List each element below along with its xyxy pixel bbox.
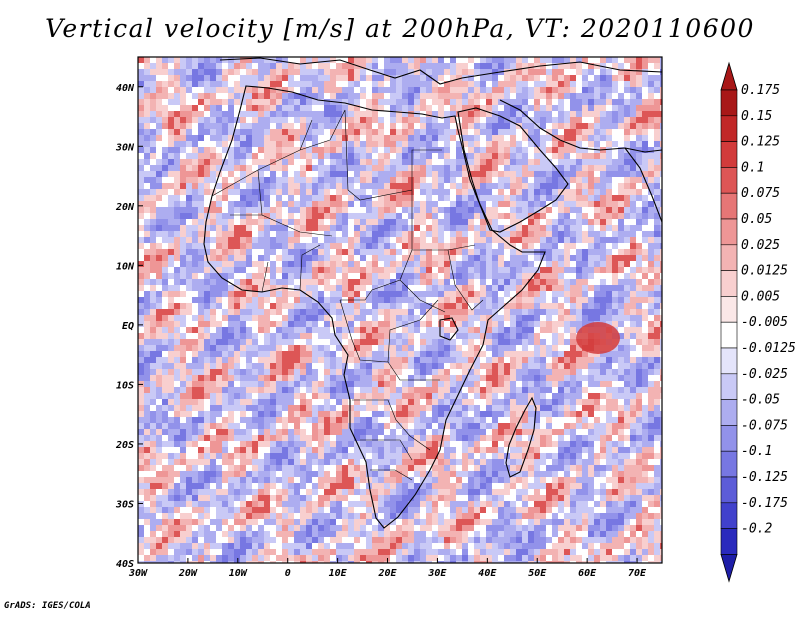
colorbar-label: 0.075 xyxy=(741,186,780,201)
colorbar-swatch xyxy=(720,476,738,504)
europe-coastline xyxy=(219,57,662,85)
colorbar-label: -0.075 xyxy=(741,418,788,433)
colorbar-label: 0.1 xyxy=(741,160,764,175)
map-frame xyxy=(137,56,663,564)
map-title: Vertical velocity [m/s] at 200hPa, VT: 2… xyxy=(45,14,755,43)
colorbar: 0.175 0.15 0.125 0.1 0.075 0.05 0.025 0.0125 0.0… xyxy=(720,61,796,583)
lon-label: 30W xyxy=(128,568,148,579)
lat-label: 10S xyxy=(116,380,134,391)
lon-label: 0 xyxy=(285,568,291,579)
colorbar-label: 0.05 xyxy=(741,212,772,227)
colorbar-label: -0.005 xyxy=(741,315,788,330)
colorbar-swatch xyxy=(720,89,738,117)
india-coastline xyxy=(624,147,662,223)
colorbar-label: -0.125 xyxy=(741,470,788,485)
colorbar-swatch xyxy=(720,270,738,297)
colorbar-label: 0.125 xyxy=(741,135,780,150)
colorbar-swatch xyxy=(720,347,738,375)
lon-label: 50E xyxy=(528,568,547,579)
country-borders xyxy=(211,109,484,481)
lat-label: 40N xyxy=(116,83,135,94)
lat-label: 30N xyxy=(115,142,135,153)
velocity-field xyxy=(138,57,662,563)
border-lines xyxy=(211,109,484,481)
colorbar-swatch xyxy=(720,244,738,271)
strong-ascent-patch xyxy=(576,322,620,354)
colorbar-swatch xyxy=(720,192,738,220)
lon-label: 60E xyxy=(578,568,597,579)
colorbar-label: -0.1 xyxy=(741,444,772,459)
colorbar-swatch xyxy=(720,399,738,426)
lat-label: 20N xyxy=(115,202,135,213)
colorbar-label: 0.005 xyxy=(741,289,780,304)
colorbar-swatch xyxy=(720,296,738,323)
lon-label: 30E xyxy=(427,568,447,579)
lon-label: 20W xyxy=(178,568,198,579)
colorbar-swatch xyxy=(720,425,738,452)
colorbar-swatch xyxy=(720,115,738,142)
lake-victoria xyxy=(439,317,459,341)
iran-coastline xyxy=(499,99,662,153)
colorbar-top-cap xyxy=(720,61,738,91)
colorbar-label: -0.025 xyxy=(741,367,788,382)
lon-label: 10E xyxy=(329,568,348,579)
coastlines xyxy=(203,57,662,529)
lat-label: 10N xyxy=(116,261,135,272)
colorbar-label: 0.025 xyxy=(741,238,780,253)
colorbar-swatch xyxy=(720,528,738,555)
colorbar-swatch xyxy=(720,321,738,349)
africa-coastline xyxy=(203,85,546,529)
madagascar-coastline xyxy=(505,396,537,478)
colorbar-bottom-cap xyxy=(720,554,738,583)
lon-axis: 30W 20W 10W 0 10E 20E 30E 40E 50E 60E 70E xyxy=(128,558,647,579)
lon-label: 40E xyxy=(478,568,497,579)
lat-label: 30S xyxy=(115,499,134,510)
credit-text: GrADS: IGES/COLA xyxy=(4,601,91,611)
colorbar-label: -0.2 xyxy=(741,522,772,537)
colorbar-label: -0.0125 xyxy=(741,341,796,356)
colorbar-label: -0.175 xyxy=(741,496,788,511)
colorbar-label: -0.05 xyxy=(741,393,780,408)
lat-label: EQ xyxy=(122,321,134,332)
colorbar-swatch xyxy=(720,167,738,194)
colorbar-label: 0.15 xyxy=(741,109,772,124)
colorbar-swatch xyxy=(720,373,738,400)
colorbar-label: 0.175 xyxy=(741,83,780,98)
lon-label: 10W xyxy=(229,568,248,579)
lat-label: 20S xyxy=(115,440,134,451)
arabia-coastline xyxy=(457,107,569,233)
lon-label: 70E xyxy=(628,568,647,579)
colorbar-swatch xyxy=(720,141,738,168)
lon-label: 20E xyxy=(377,568,397,579)
colorbar-swatch xyxy=(720,218,738,246)
colorbar-label: 0.0125 xyxy=(741,264,788,279)
colorbar-swatch xyxy=(720,502,738,529)
lat-label: 40S xyxy=(116,559,134,570)
lat-axis: 40N 30N 20N 10N EQ 10S 20S 30S 40S xyxy=(115,83,143,570)
colorbar-swatch xyxy=(720,450,738,478)
